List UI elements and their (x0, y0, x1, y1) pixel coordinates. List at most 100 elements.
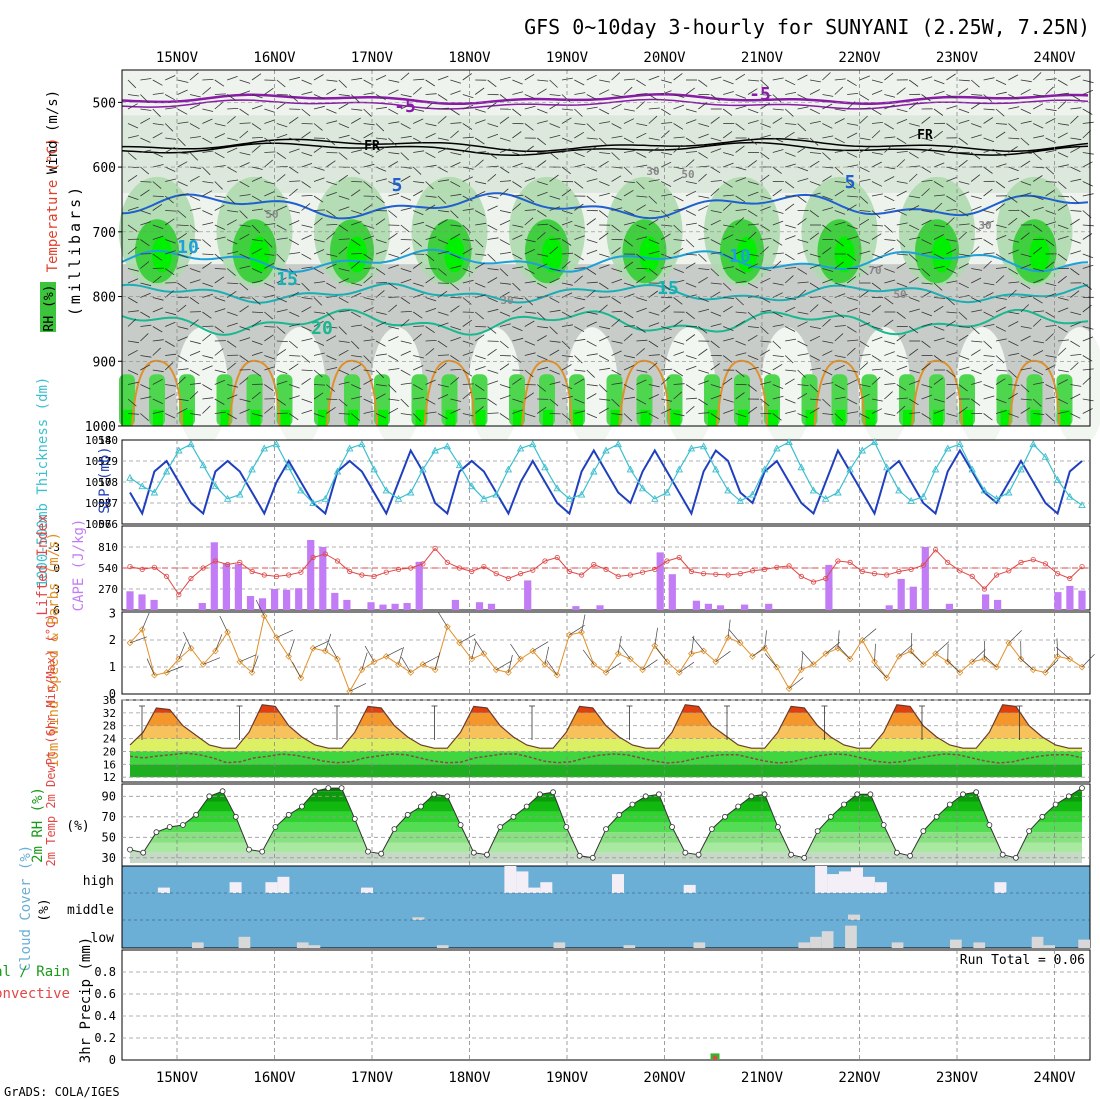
wind-barb (351, 108, 363, 111)
wind-barb (189, 136, 201, 139)
wind-barb (536, 137, 547, 146)
wind-barb (1033, 94, 1045, 97)
wind-barb (227, 147, 238, 153)
wind-barb (1070, 393, 1081, 400)
wind-barb (648, 179, 660, 182)
contour-label: -5 (749, 84, 771, 105)
wind-barb (177, 89, 188, 95)
wind-barb (512, 282, 521, 291)
lifted-index-point (469, 568, 475, 575)
wind-barb (549, 79, 558, 88)
wind-barb (239, 108, 249, 116)
wind-barb (165, 384, 177, 387)
wind-barb (809, 304, 819, 313)
wind-barb (165, 210, 177, 212)
wind-barb (549, 246, 559, 255)
wind-barb (809, 192, 821, 197)
wind-barb (648, 311, 660, 316)
wind10m-barb (471, 641, 477, 660)
wind-barb (735, 166, 747, 171)
wind-barb (239, 194, 251, 197)
wind-barb (450, 282, 460, 291)
wind-barb (512, 108, 522, 117)
wind-barb (636, 101, 645, 110)
wind-barb (152, 410, 164, 414)
wind-barb (363, 275, 373, 284)
cape-bar (391, 603, 399, 610)
wind-barb (165, 321, 176, 327)
wind-barb (971, 369, 982, 375)
wind-barb (822, 72, 831, 81)
wind-barb (189, 166, 201, 169)
lifted-index-point (505, 575, 511, 582)
cloud-bar-high (265, 882, 278, 893)
wind-barb (413, 78, 425, 81)
wind-barb (388, 336, 399, 342)
wind-barb (648, 137, 660, 141)
wind10m-point (590, 661, 598, 668)
wind10m-ylabel: 10m Wind Speed & Barbs (m/s) (46, 532, 62, 768)
wind-barb (921, 210, 933, 213)
cloud-bars (157, 866, 1090, 948)
wind-barb (276, 237, 288, 240)
wind-barb (847, 132, 858, 139)
wind-barb (747, 334, 758, 342)
wind-barb (747, 88, 758, 95)
wind-barb (598, 137, 608, 146)
wind-barb (871, 108, 882, 116)
wind-barb (264, 119, 275, 124)
cape-bar (271, 589, 279, 610)
wind-barb (301, 181, 311, 189)
wind-barb (983, 137, 995, 143)
rh-ylabel: 2m RH (%) (30, 787, 46, 863)
wind-barb (413, 325, 425, 327)
wind-barb (140, 333, 149, 342)
wind-barb (127, 79, 137, 89)
lifted-index-point (188, 575, 194, 582)
wind-barb (623, 355, 635, 359)
wind-barb (487, 102, 497, 110)
wind-barb (995, 91, 1007, 95)
thickness-point (467, 482, 476, 490)
wind-barb (227, 311, 238, 316)
wind10m-point (443, 623, 451, 631)
wind-barb (983, 188, 993, 197)
wind-barb (313, 195, 324, 203)
wind-barb (698, 253, 707, 262)
wind10m-barb (459, 633, 476, 644)
wind-barb (276, 253, 285, 263)
wind-barb (177, 304, 187, 313)
wind-barb (214, 133, 225, 139)
lifted-index-point (884, 572, 890, 578)
wind-barb (722, 305, 733, 313)
wind-barb (1057, 101, 1067, 110)
wind-barb (202, 166, 211, 176)
wind-barb (1033, 206, 1044, 211)
wind-barb (859, 384, 871, 387)
wind-barb (462, 136, 474, 139)
date-label-bottom: 21NOV (741, 1070, 784, 1086)
wind-barb (375, 178, 387, 182)
wind-barb (623, 137, 634, 144)
wind-barb (524, 105, 536, 110)
wind-barb (127, 297, 138, 304)
wind-barb (450, 130, 459, 139)
wind-barb (822, 398, 831, 407)
rh-point (973, 789, 980, 796)
wind-barb (400, 152, 409, 161)
wind-barb (326, 253, 338, 257)
wind-barb (611, 350, 622, 356)
wind-barb (586, 74, 597, 81)
wind-barb (239, 297, 251, 299)
wind-barb (1057, 195, 1070, 198)
wind-barb (971, 381, 982, 385)
thickness-point (272, 440, 281, 448)
wind-barb (561, 395, 573, 400)
wind-barb (747, 311, 757, 320)
wind-barb (809, 326, 821, 329)
wind-barb (1057, 224, 1069, 230)
wind-barb (437, 210, 449, 213)
wind-barb (661, 79, 672, 84)
